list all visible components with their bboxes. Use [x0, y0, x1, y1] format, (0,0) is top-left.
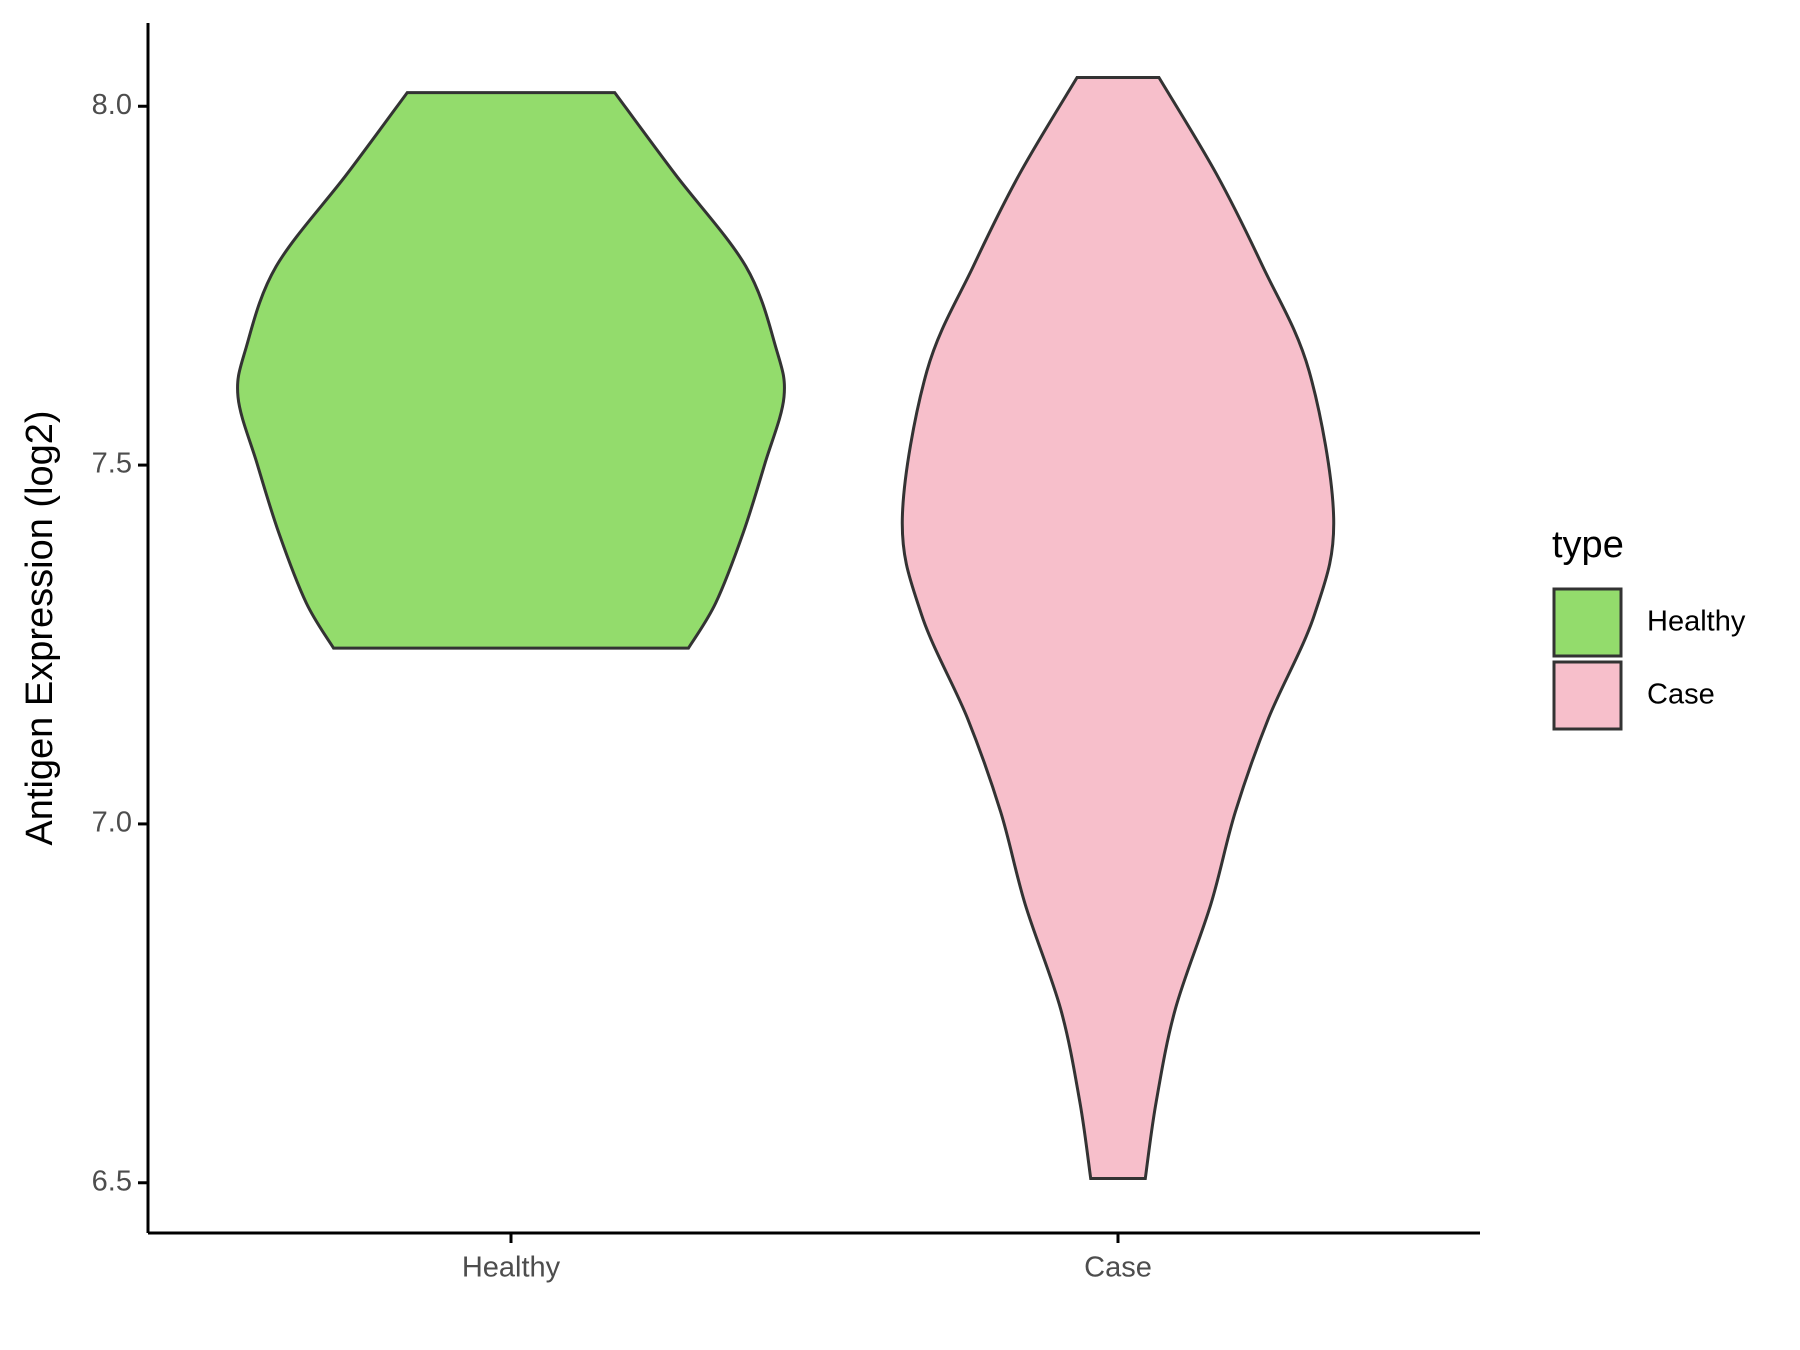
- legend-title: type: [1552, 524, 1624, 566]
- violin: [236, 91, 786, 650]
- x-tick-label: Healthy: [462, 1252, 561, 1284]
- legend-label: Case: [1647, 679, 1715, 711]
- legend-key: [1552, 660, 1623, 731]
- y-axis-title: Antigen Expression (log2): [19, 410, 61, 845]
- y-tick-label: 6.5: [92, 1165, 132, 1197]
- y-tick-label: 8.0: [92, 89, 132, 121]
- x-tick-label: Case: [1084, 1252, 1152, 1284]
- y-tick-label: 7.0: [92, 807, 132, 839]
- legend-label: Healthy: [1647, 606, 1746, 638]
- y-tick-label: 7.5: [92, 448, 132, 480]
- legend-key: [1552, 587, 1623, 658]
- violin: [900, 76, 1336, 1180]
